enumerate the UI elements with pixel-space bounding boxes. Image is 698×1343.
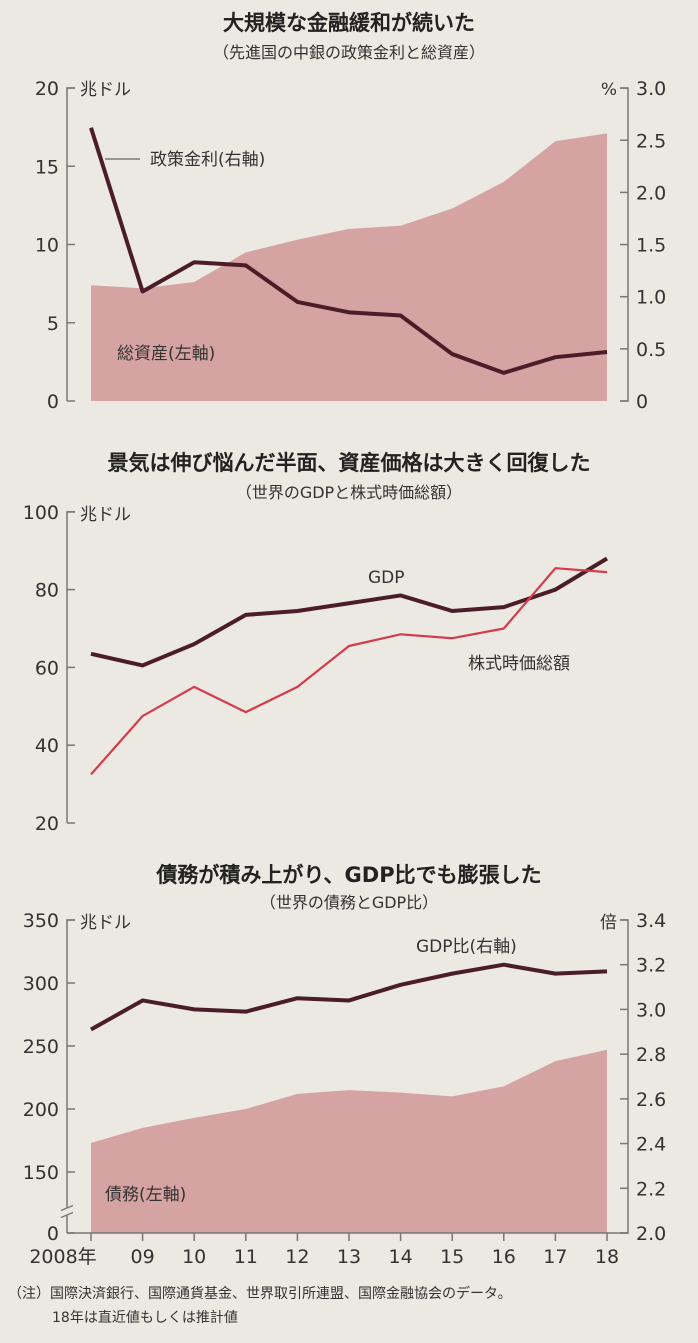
chart1-title: 大規模な金融緩和が続いた bbox=[223, 11, 475, 35]
right-tick-label: 1.5 bbox=[636, 235, 666, 257]
chart3-debt-label: 債務(左軸) bbox=[105, 1185, 186, 1205]
left-tick-label: 0 bbox=[47, 391, 59, 413]
x-tick-label: 10 bbox=[182, 1246, 206, 1268]
left-tick-label: 20 bbox=[35, 78, 59, 100]
x-tick-label: 09 bbox=[131, 1246, 155, 1268]
chart2-line-series-0 bbox=[90, 556, 609, 668]
chart2-subtitle: （世界のGDPと株式時価総額） bbox=[236, 483, 462, 502]
left-tick-label: 60 bbox=[35, 657, 59, 679]
right-tick-label: 0.5 bbox=[636, 339, 666, 361]
x-tick-label: 12 bbox=[285, 1246, 309, 1268]
chart2-plot: 20 40 60 80 100 bbox=[23, 502, 609, 835]
chart1-right-unit: % bbox=[601, 80, 617, 100]
chart1-plot: 0 5 10 15 20 0 0.5 1.0 1.5 2.0 2.5 3.0 bbox=[35, 78, 666, 413]
left-tick-label: 150 bbox=[23, 1162, 59, 1184]
x-tick-label: 18 bbox=[595, 1246, 619, 1268]
note-line-1: （注）国際決済銀行、国際通貨基金、世界取引所連盟、国際金融協会のデータ。 bbox=[8, 1285, 512, 1302]
chart1-policy-rate-label: 政策金利(右軸) bbox=[150, 150, 265, 170]
left-tick-label: 350 bbox=[23, 910, 59, 932]
chart1-left-unit: 兆ドル bbox=[80, 80, 131, 100]
right-tick-label: 2.2 bbox=[636, 1178, 666, 1200]
x-tick-label: 15 bbox=[440, 1246, 464, 1268]
left-tick-label: 80 bbox=[35, 580, 59, 602]
left-tick-label: 250 bbox=[23, 1036, 59, 1058]
left-tick-label: 0 bbox=[47, 1223, 59, 1245]
x-tick-label: 11 bbox=[234, 1246, 258, 1268]
chart3-line-series-1 bbox=[90, 962, 608, 1032]
right-tick-label: 2.0 bbox=[636, 1223, 666, 1245]
chart2-line-series-1 bbox=[90, 567, 608, 776]
chart3-right-unit: 倍 bbox=[600, 913, 617, 933]
chart2-stock-label: 株式時価総額 bbox=[468, 654, 570, 674]
chart3-left-unit: 兆ドル bbox=[80, 913, 131, 933]
chart3-plot: 0 150 200 250 300 350 2.0 2.2 2.4 2.6 2.8 3.0 3.2 3.4… bbox=[23, 910, 666, 1268]
chart3-subtitle: （世界の債務とGDP比） bbox=[260, 893, 438, 912]
x-tick-label: 2008年 bbox=[29, 1246, 96, 1268]
axis-break-gap bbox=[62, 1207, 72, 1216]
right-tick-label: 2.4 bbox=[636, 1134, 666, 1156]
chart1-assets-label: 総資産(左軸) bbox=[117, 344, 215, 364]
left-tick-label: 40 bbox=[35, 735, 59, 757]
chart3-area-series-0 bbox=[91, 1049, 607, 1233]
left-tick-label: 15 bbox=[35, 156, 59, 178]
chart2-title: 景気は伸び悩んだ半面、資産価格は大きく回復した bbox=[108, 451, 591, 475]
note-line-2: 18年は直近値もしくは推計値 bbox=[52, 1309, 238, 1326]
right-tick-label: 3.0 bbox=[636, 999, 666, 1021]
x-tick-label: 16 bbox=[492, 1246, 516, 1268]
right-tick-label: 0 bbox=[636, 391, 648, 413]
chart1-subtitle: （先進国の中銀の政策金利と総資産） bbox=[213, 43, 485, 62]
chart2-left-unit: 兆ドル bbox=[80, 505, 131, 525]
axis-break-mark bbox=[60, 1204, 74, 1212]
right-tick-label: 3.2 bbox=[636, 955, 666, 977]
chart3-title: 債務が積み上がり、GDP比でも膨張した bbox=[155, 863, 541, 887]
left-tick-label: 100 bbox=[23, 502, 59, 524]
x-tick-label: 13 bbox=[337, 1246, 361, 1268]
x-tick-label: 14 bbox=[389, 1246, 413, 1268]
axis-break-mark bbox=[60, 1211, 74, 1219]
chart2-gdp-label: GDP bbox=[368, 568, 405, 588]
right-tick-label: 3.4 bbox=[636, 910, 666, 932]
left-tick-label: 5 bbox=[47, 313, 59, 335]
x-tick-label: 17 bbox=[543, 1246, 567, 1268]
left-tick-label: 20 bbox=[35, 813, 59, 835]
right-tick-label: 2.5 bbox=[636, 130, 666, 152]
right-tick-label: 2.6 bbox=[636, 1089, 666, 1111]
chart1-line-series-1 bbox=[89, 127, 608, 375]
right-tick-label: 2.8 bbox=[636, 1044, 666, 1066]
left-tick-label: 10 bbox=[35, 235, 59, 257]
right-tick-label: 3.0 bbox=[636, 78, 666, 100]
chart3-ratio-label: GDP比(右軸) bbox=[416, 937, 517, 957]
left-tick-label: 200 bbox=[23, 1099, 59, 1121]
chart1-area-series-0 bbox=[91, 133, 607, 401]
right-tick-label: 1.0 bbox=[636, 287, 666, 309]
left-tick-label: 300 bbox=[23, 973, 59, 995]
right-tick-label: 2.0 bbox=[636, 182, 666, 204]
